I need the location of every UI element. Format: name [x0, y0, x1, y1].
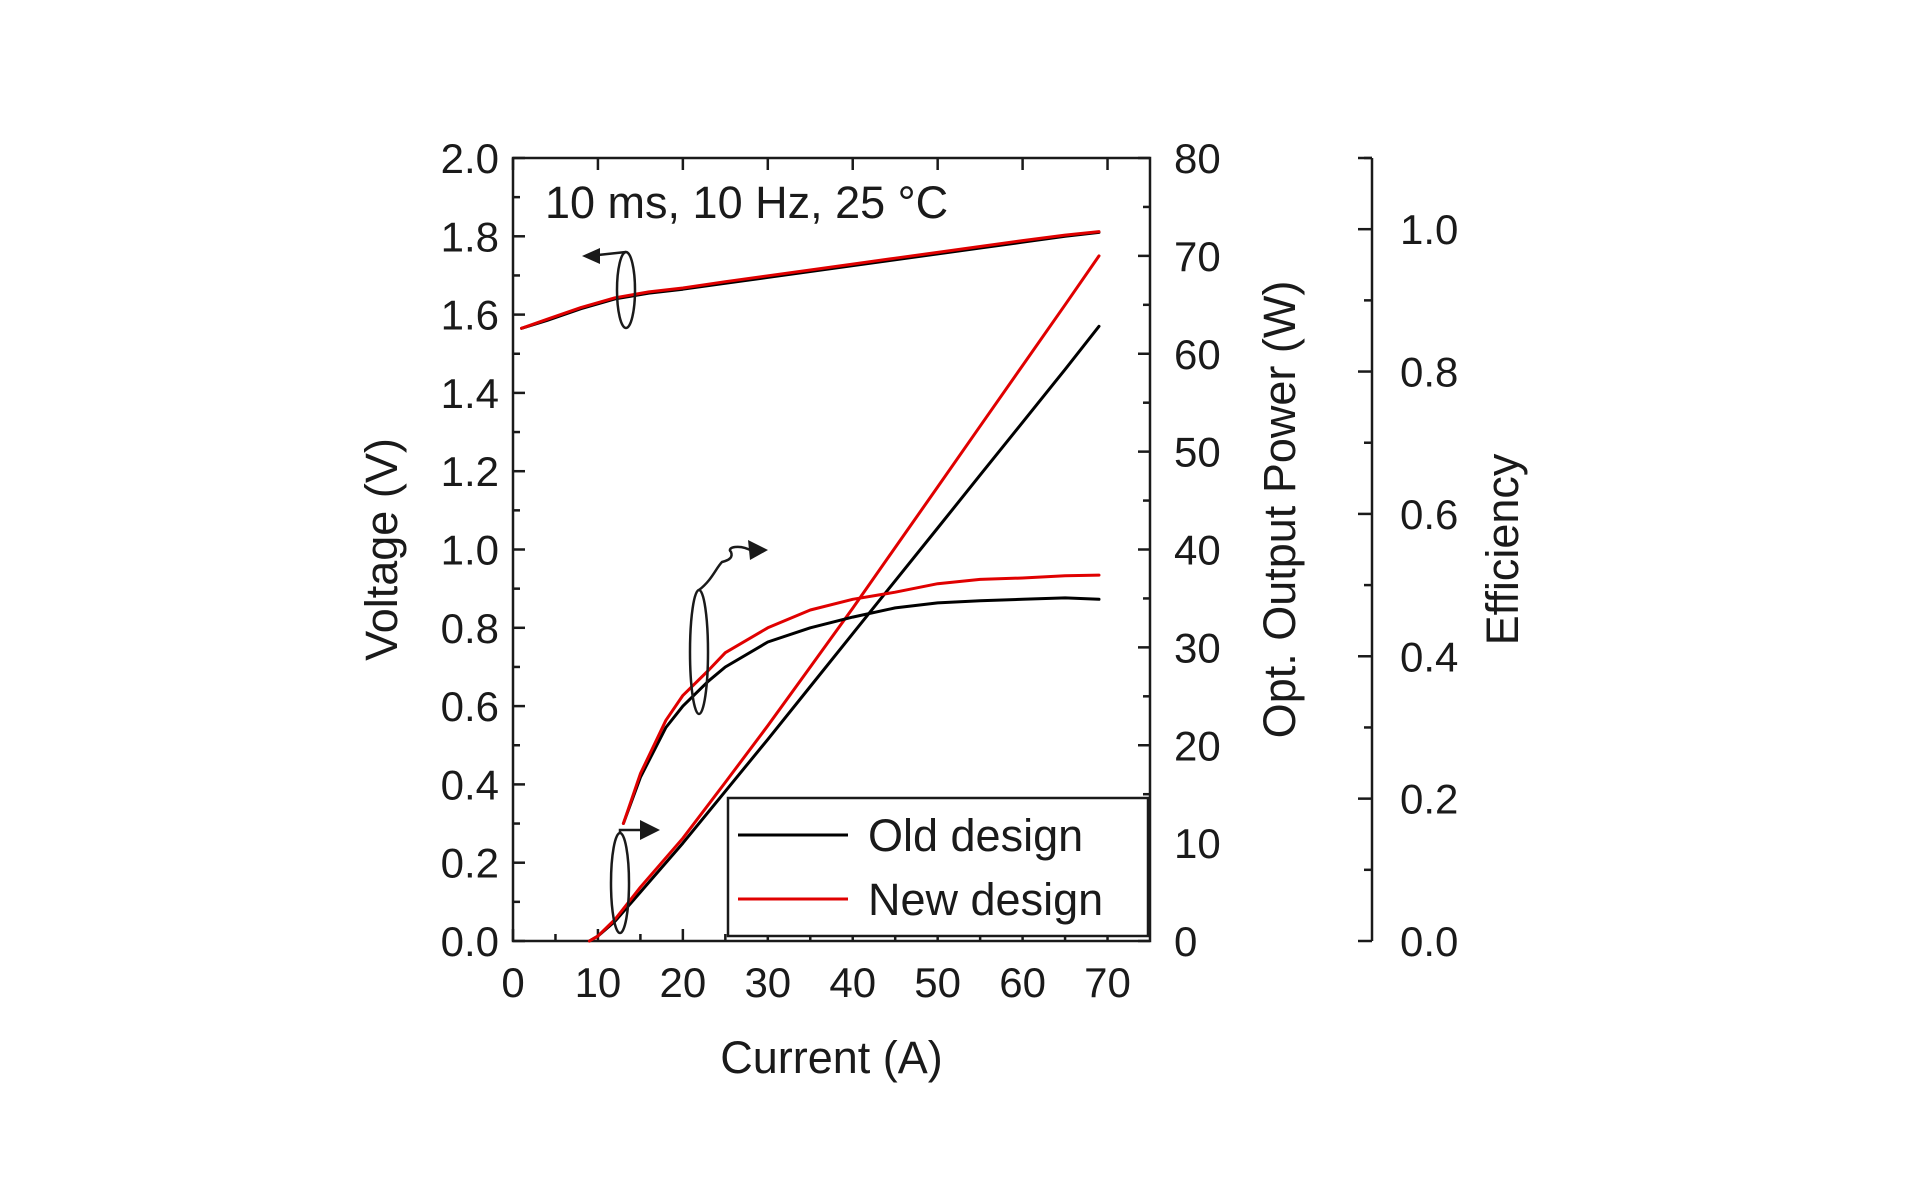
x-axis-title: Current (A) [720, 1032, 943, 1083]
series-line-voltage-old-design [520, 230, 1101, 330]
efficiency-arrow-head [748, 540, 768, 560]
y-left-axis-title: Voltage (V) [356, 438, 407, 661]
y-right-tick-label: 70 [1174, 233, 1221, 280]
y-left-tick-label: 0.0 [441, 918, 499, 965]
x-tick-label: 0 [501, 959, 524, 1006]
chart-annotation: 10 ms, 10 Hz, 25 °C [545, 177, 948, 228]
voltage-arrow-line [597, 250, 627, 257]
y-right-tick-label: 0 [1174, 918, 1197, 965]
y-left-tick-label: 1.6 [441, 292, 499, 339]
y-right-tick-label: 10 [1174, 820, 1221, 867]
y-far-right-tick-label: 0.2 [1400, 776, 1458, 823]
y-left-tick-label: 1.0 [441, 527, 499, 574]
y-right-tick-label: 50 [1174, 429, 1221, 476]
y-right-tick-label: 80 [1174, 135, 1221, 182]
y-left-tick-label: 2.0 [441, 135, 499, 182]
power-group-ellipse [609, 831, 631, 935]
y-left-tick-label: 0.8 [441, 605, 499, 652]
y-far-right-axis-title: Efficiency [1477, 453, 1528, 645]
efficiency-group-ellipse [688, 588, 710, 716]
legend-box [726, 796, 1150, 938]
series-lines [520, 230, 1101, 943]
x-tick-label: 60 [999, 959, 1046, 1006]
series-line-voltage-new-design [520, 230, 1101, 330]
y-far-right-tick-label: 0.8 [1400, 349, 1458, 396]
x-tick-label: 30 [744, 959, 791, 1006]
annotation-text: 10 ms, 10 Hz, 25 °C [545, 177, 948, 228]
y-right-axis-title: Opt. Output Power (W) [1254, 281, 1305, 739]
y-left-tick-label: 0.4 [441, 761, 499, 808]
y-right-tick-label: 30 [1174, 624, 1221, 671]
axes: 0 10 20 30 40 50 60 70 Current (A) 0.0 0.2 0.4 0.6 0.… [356, 135, 1528, 1083]
voltage-arrow-head [582, 248, 600, 264]
x-tick-label: 10 [575, 959, 622, 1006]
x-tick-label: 20 [660, 959, 707, 1006]
power-arrow-head [640, 820, 660, 840]
y-left-tick-label: 1.4 [441, 370, 499, 417]
y-left-tick-label: 1.2 [441, 448, 499, 495]
axis-markers [582, 248, 768, 935]
y-far-right-tick-label: 1.0 [1400, 206, 1458, 253]
y-left-tick-label: 0.6 [441, 683, 499, 730]
y-far-right-tick-label: 0.0 [1400, 918, 1458, 965]
y-right-tick-label: 60 [1174, 331, 1221, 378]
power-arrow-line [618, 828, 640, 833]
efficiency-arrow-line [698, 545, 753, 591]
x-tick-label: 40 [829, 959, 876, 1006]
legend: Old design New design [726, 796, 1150, 938]
y-far-right-tick-label: 0.4 [1400, 633, 1458, 680]
series-line-optical-output-power-new-design [587, 254, 1101, 943]
series-line-optical-output-power-old-design [587, 324, 1101, 943]
y-left-tick-label: 0.2 [441, 840, 499, 887]
y-far-right-tick-label: 0.6 [1400, 491, 1458, 538]
x-tick-label: 70 [1084, 959, 1131, 1006]
series-line-efficiency-old-design [621, 596, 1101, 825]
y-right-tick-label: 20 [1174, 722, 1221, 769]
y-right-tick-label: 40 [1174, 527, 1221, 574]
legend-label-new: New design [868, 874, 1103, 925]
series-line-efficiency-new-design [621, 573, 1101, 825]
voltage-group-ellipse [615, 250, 637, 330]
x-tick-label: 50 [914, 959, 961, 1006]
y-left-tick-label: 1.8 [441, 213, 499, 260]
legend-label-old: Old design [868, 810, 1083, 861]
